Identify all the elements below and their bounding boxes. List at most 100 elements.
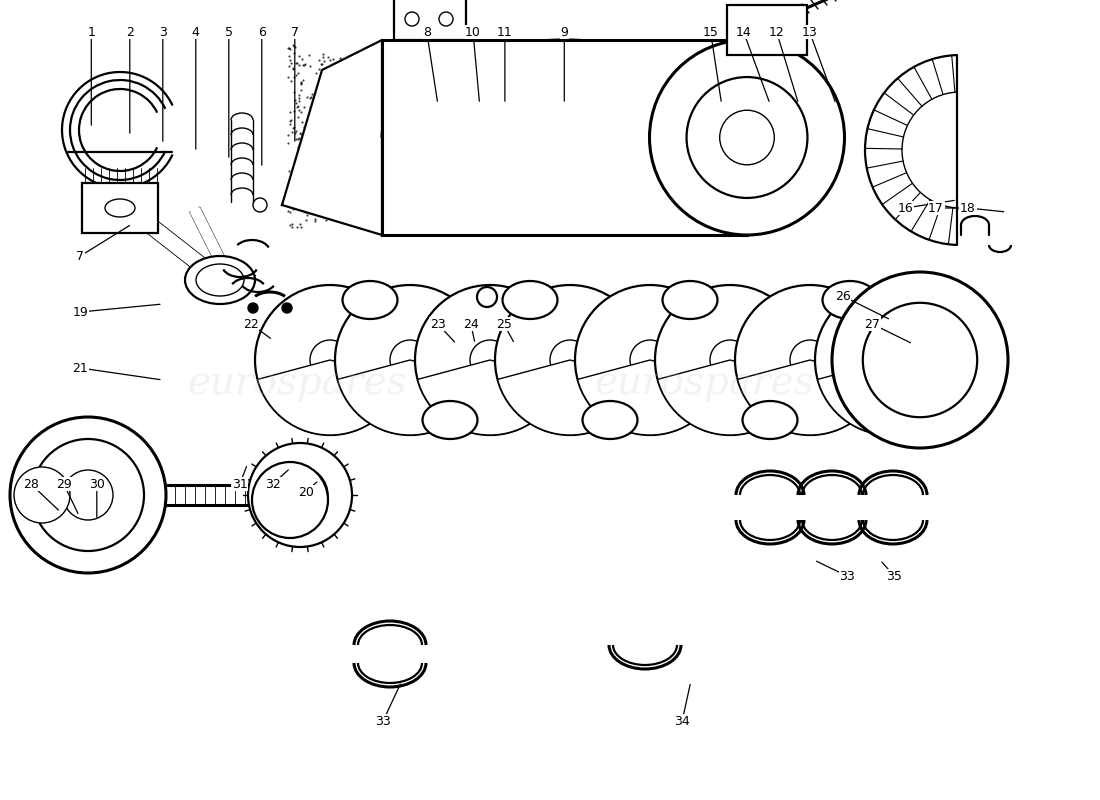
Ellipse shape — [185, 256, 255, 304]
Text: 23: 23 — [430, 318, 446, 330]
Text: 33: 33 — [375, 715, 390, 728]
Wedge shape — [418, 360, 562, 435]
Circle shape — [282, 303, 292, 313]
Circle shape — [30, 483, 54, 507]
Circle shape — [248, 303, 258, 313]
Circle shape — [870, 340, 910, 380]
Text: 34: 34 — [674, 715, 690, 728]
Circle shape — [815, 285, 965, 435]
Circle shape — [14, 467, 70, 523]
Circle shape — [32, 439, 144, 551]
Text: 20: 20 — [298, 486, 314, 498]
Text: 7: 7 — [76, 250, 85, 262]
Bar — [82, 183, 158, 233]
Circle shape — [470, 340, 510, 380]
Wedge shape — [738, 360, 882, 435]
Ellipse shape — [823, 281, 878, 319]
Wedge shape — [257, 360, 403, 435]
Circle shape — [686, 77, 807, 198]
Polygon shape — [190, 208, 240, 292]
Text: 10: 10 — [465, 26, 481, 38]
Bar — [394, 0, 466, 40]
Circle shape — [832, 272, 1008, 448]
Circle shape — [790, 340, 830, 380]
Ellipse shape — [342, 281, 397, 319]
Text: 31: 31 — [232, 478, 248, 490]
Polygon shape — [123, 202, 224, 286]
Text: 6: 6 — [257, 26, 266, 38]
Text: 24: 24 — [463, 318, 478, 330]
Wedge shape — [578, 360, 723, 435]
Circle shape — [719, 110, 774, 165]
Text: 5: 5 — [224, 26, 233, 38]
Text: 16: 16 — [898, 202, 913, 214]
Bar — [727, 5, 807, 55]
Polygon shape — [282, 40, 382, 235]
Ellipse shape — [104, 199, 135, 217]
Circle shape — [10, 417, 166, 573]
Circle shape — [63, 470, 113, 520]
Text: 33: 33 — [839, 570, 855, 582]
Circle shape — [735, 285, 886, 435]
Text: 17: 17 — [928, 202, 944, 214]
Text: 2: 2 — [125, 26, 134, 38]
Text: 3: 3 — [158, 26, 167, 38]
Text: eurospares: eurospares — [187, 366, 407, 402]
Text: 9: 9 — [560, 26, 569, 38]
Ellipse shape — [422, 401, 477, 439]
Text: 29: 29 — [56, 478, 72, 490]
Circle shape — [390, 340, 430, 380]
Text: 19: 19 — [73, 306, 88, 318]
Text: 12: 12 — [769, 26, 784, 38]
Ellipse shape — [503, 281, 558, 319]
Circle shape — [248, 443, 352, 547]
Circle shape — [439, 12, 453, 26]
Ellipse shape — [662, 281, 717, 319]
Circle shape — [272, 467, 328, 523]
Circle shape — [649, 40, 845, 235]
Text: 27: 27 — [865, 318, 880, 330]
Text: 22: 22 — [243, 318, 258, 330]
Circle shape — [253, 198, 267, 212]
Text: 1: 1 — [87, 26, 96, 38]
Text: 32: 32 — [265, 478, 280, 490]
Ellipse shape — [583, 401, 638, 439]
Ellipse shape — [742, 401, 797, 439]
Bar — [382, 40, 747, 235]
Text: 21: 21 — [73, 362, 88, 374]
Circle shape — [630, 340, 670, 380]
Circle shape — [252, 462, 328, 538]
Text: eurospares: eurospares — [594, 366, 814, 402]
Circle shape — [710, 340, 750, 380]
Wedge shape — [658, 360, 802, 435]
Circle shape — [336, 285, 485, 435]
Circle shape — [862, 302, 977, 418]
Text: 18: 18 — [960, 202, 976, 214]
Wedge shape — [497, 360, 642, 435]
Text: 26: 26 — [835, 290, 850, 302]
Circle shape — [575, 285, 725, 435]
Text: 15: 15 — [703, 26, 718, 38]
Text: 35: 35 — [887, 570, 902, 582]
Circle shape — [654, 285, 805, 435]
Circle shape — [550, 340, 590, 380]
Wedge shape — [338, 360, 483, 435]
Text: 25: 25 — [496, 318, 512, 330]
Circle shape — [415, 285, 565, 435]
Text: 7: 7 — [290, 26, 299, 38]
Wedge shape — [817, 360, 962, 435]
Text: 30: 30 — [89, 478, 104, 490]
Text: 11: 11 — [497, 26, 513, 38]
Circle shape — [405, 12, 419, 26]
Ellipse shape — [196, 264, 244, 296]
Text: 8: 8 — [422, 26, 431, 38]
Text: 13: 13 — [802, 26, 817, 38]
Circle shape — [20, 473, 64, 517]
Circle shape — [495, 285, 645, 435]
Text: 14: 14 — [736, 26, 751, 38]
Circle shape — [477, 287, 497, 307]
Circle shape — [310, 340, 350, 380]
Circle shape — [255, 285, 405, 435]
Text: 28: 28 — [23, 478, 38, 490]
Text: 4: 4 — [191, 26, 200, 38]
